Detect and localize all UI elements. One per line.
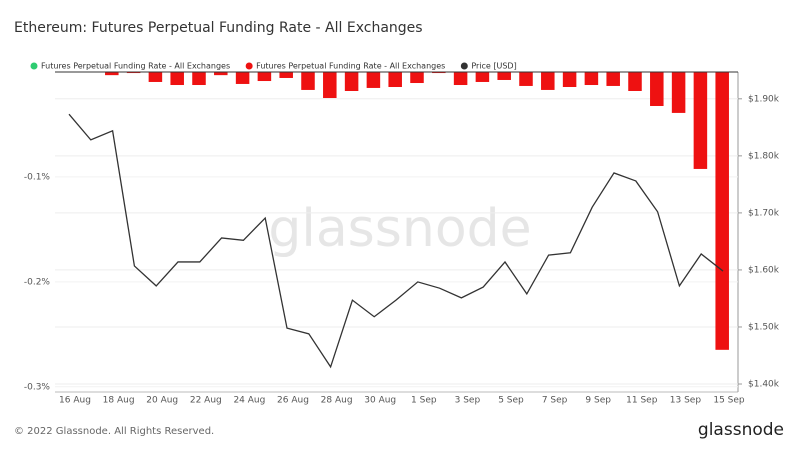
watermark: glassnode <box>268 199 531 259</box>
x-tick-label: 13 Sep <box>670 396 702 406</box>
x-tick-label: 7 Sep <box>542 396 568 406</box>
y-tick-label: -0.1% <box>24 172 51 182</box>
x-tick-label: 30 Aug <box>364 396 396 406</box>
bar <box>301 72 315 90</box>
bar <box>671 72 686 113</box>
x-tick-label: 18 Aug <box>103 396 135 406</box>
y2-tick-label: $1.60k <box>748 265 780 275</box>
legend-label: Futures Perpetual Funding Rate - All Exc… <box>41 62 230 71</box>
bar <box>126 72 141 74</box>
y-tick-label: -0.3% <box>24 382 51 392</box>
bar <box>214 72 228 76</box>
bar <box>628 72 642 91</box>
chart-title: Ethereum: Futures Perpetual Funding Rate… <box>14 20 423 36</box>
bar <box>606 72 620 86</box>
price-line <box>68 113 724 369</box>
bar <box>562 72 577 88</box>
x-tick-label: 1 Sep <box>411 396 437 406</box>
bar <box>715 72 729 350</box>
bar <box>453 72 468 86</box>
legend-marker <box>245 62 253 70</box>
bar <box>366 72 381 88</box>
bar <box>541 72 555 90</box>
bar <box>192 72 206 86</box>
logo: glassnode <box>698 420 784 440</box>
y2-tick-label: $1.80k <box>748 151 780 161</box>
bar <box>497 72 511 80</box>
x-tick-label: 20 Aug <box>146 396 178 406</box>
bar <box>432 72 446 74</box>
bar <box>148 72 163 82</box>
x-tick-label: 22 Aug <box>190 396 222 406</box>
bar <box>323 72 337 99</box>
legend-marker <box>460 62 468 70</box>
legend-marker <box>30 62 38 70</box>
bar <box>650 72 664 106</box>
bar <box>693 72 708 169</box>
y-tick-label: -0.2% <box>24 277 51 287</box>
x-tick-label: 24 Aug <box>233 396 265 406</box>
bar <box>235 72 250 84</box>
x-tick-label: 16 Aug <box>59 396 91 406</box>
x-tick-label: 28 Aug <box>321 396 353 406</box>
bar <box>170 72 184 86</box>
legend-label: Price [USD] <box>471 62 516 71</box>
bar <box>410 72 424 84</box>
x-tick-label: 5 Sep <box>498 396 524 406</box>
y2-tick-label: $1.90k <box>748 94 780 104</box>
bar <box>519 72 533 86</box>
x-tick-label: 3 Sep <box>455 396 481 406</box>
bar <box>388 72 402 88</box>
x-tick-label: 26 Aug <box>277 396 309 406</box>
y2-tick-label: $1.70k <box>748 208 780 218</box>
x-tick-label: 9 Sep <box>585 396 611 406</box>
y2-tick-label: $1.40k <box>748 380 780 390</box>
bar <box>257 72 272 82</box>
legend-label: Futures Perpetual Funding Rate - All Exc… <box>256 62 445 71</box>
x-tick-label: 15 Sep <box>713 396 745 406</box>
x-tick-label: 11 Sep <box>626 396 658 406</box>
bar <box>105 72 119 76</box>
bar <box>584 72 599 86</box>
y2-tick-label: $1.50k <box>748 322 780 332</box>
footer: © 2022 Glassnode. All Rights Reserved. <box>14 426 214 437</box>
bar <box>279 72 293 78</box>
bar <box>475 72 490 82</box>
bar <box>344 72 359 91</box>
